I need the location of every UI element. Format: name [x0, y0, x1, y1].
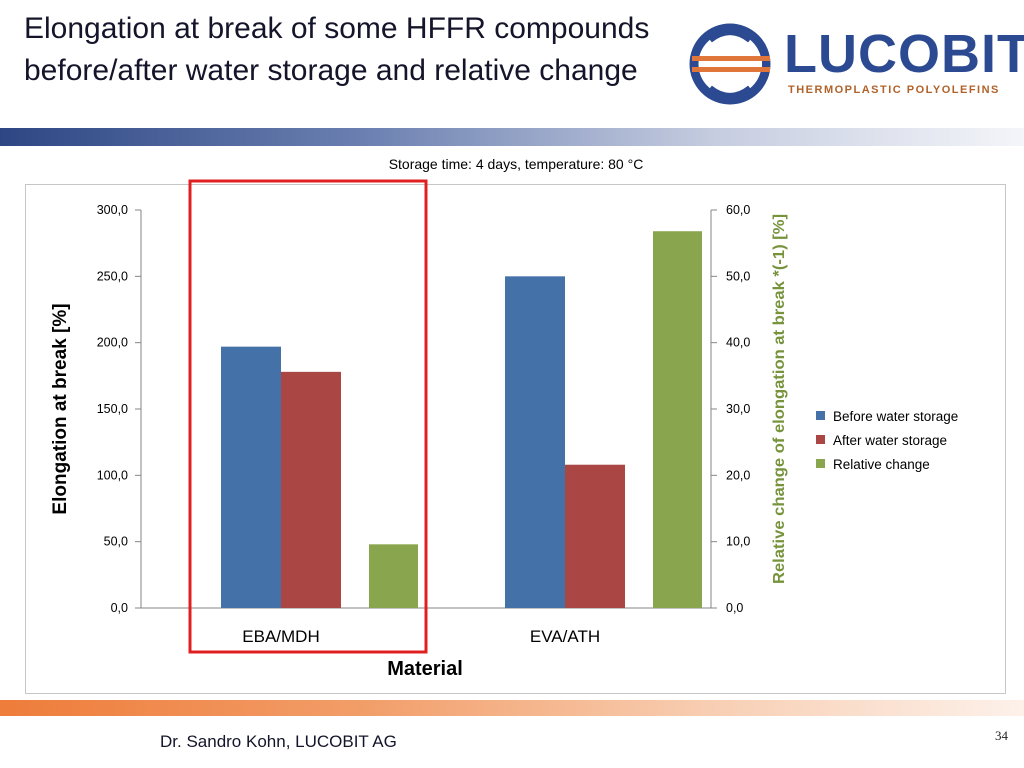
slide-title: Elongation at break of some HFFR compoun… [24, 12, 650, 87]
y-tick-label-right: 20,0 [726, 468, 750, 482]
y-tick-label-right: 10,0 [726, 535, 750, 549]
bar-relative-change-eba-mdh [369, 544, 418, 608]
legend-label: After water storage [833, 433, 947, 448]
chart-area: 0,0 50,0 100,0 150,0 200,0 250,0 300,0 0,0 10,0 2… [25, 179, 1006, 694]
y-tick-label-left: 150,0 [97, 402, 128, 416]
bar-before-water-storage-eva-ath [505, 276, 565, 608]
footer-divider [0, 700, 1024, 716]
y-tick-label-left: 0,0 [111, 601, 128, 615]
bar-relative-change-eva-ath [653, 231, 702, 608]
y-tick-label-left: 250,0 [97, 269, 128, 283]
y-tick-label-left: 300,0 [97, 203, 128, 217]
company-logo: LUCOBIT THERMOPLASTIC POLYOLEFINS [688, 18, 1024, 108]
y-tick-label-right: 40,0 [726, 336, 750, 350]
x-tick-label: EBA/MDH [242, 627, 319, 646]
globe-logo-icon [689, 23, 771, 105]
y-tick-label-left: 100,0 [97, 468, 128, 482]
page-number: 34 [995, 728, 1008, 743]
bar-chart: 0,0 50,0 100,0 150,0 200,0 250,0 300,0 0,0 10,0 2… [50, 179, 958, 680]
y-tick-label-left: 50,0 [104, 535, 128, 549]
title-divider [0, 128, 1024, 146]
footer-author: Dr. Sandro Kohn, LUCOBIT AG [160, 732, 397, 751]
legend-label: Before water storage [833, 409, 958, 424]
y-tick-label-right: 60,0 [726, 203, 750, 217]
y-tick-label-right: 0,0 [726, 601, 743, 615]
bar-after-water-storage-eva-ath [565, 464, 625, 608]
legend-label: Relative change [833, 457, 930, 472]
y-tick-label-right: 30,0 [726, 402, 750, 416]
x-axis-title: Material [387, 658, 463, 680]
legend-swatch [816, 411, 825, 420]
bar-after-water-storage-eba-mdh [281, 371, 341, 608]
y-axis-title-left: Elongation at break [%] [50, 303, 71, 514]
y-axis-title-right: Relative change of elongation at break *… [771, 214, 788, 584]
x-tick-label: EVA/ATH [530, 627, 600, 646]
y-tick-label-left: 200,0 [97, 336, 128, 350]
highlight-box-eba-mdh [188, 179, 428, 654]
legend-swatch [816, 435, 825, 444]
bar-before-water-storage-eba-mdh [221, 346, 281, 608]
legend-swatch [816, 459, 825, 468]
chart-subtitle: Storage time: 4 days, temperature: 80 °C [388, 156, 644, 172]
logo-tagline: THERMOPLASTIC POLYOLEFINS [788, 84, 1000, 96]
logo-wordmark: LUCOBIT [784, 24, 1024, 84]
y-tick-label-right: 50,0 [726, 269, 750, 283]
